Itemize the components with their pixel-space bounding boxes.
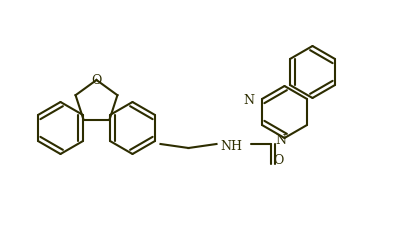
Text: O: O [273,154,284,167]
Text: N: N [243,94,254,107]
Text: N: N [275,133,286,146]
Text: O: O [91,73,102,86]
Text: NH: NH [221,139,243,152]
